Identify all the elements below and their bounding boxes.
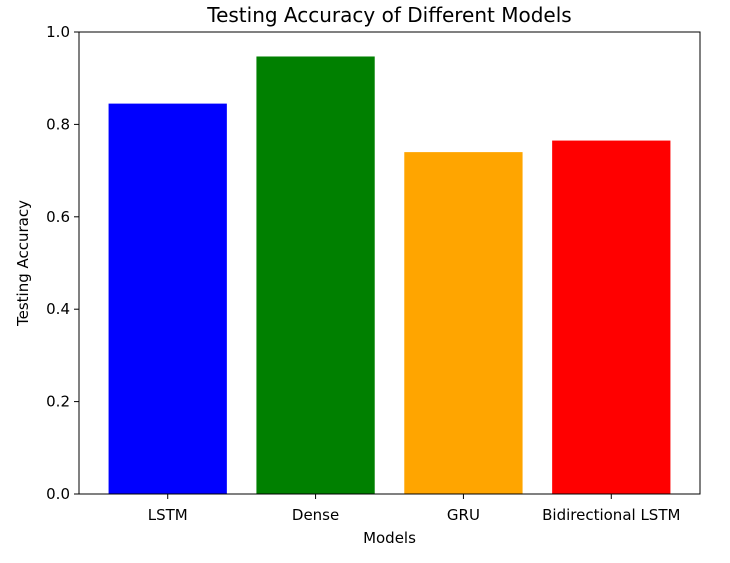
y-tick-label: 0.0 [46, 485, 70, 503]
x-axis-label: Models [363, 529, 416, 547]
bars [108, 56, 671, 495]
x-tick-label: Bidirectional LSTM [542, 506, 680, 524]
bar-bidirectional-lstm [552, 140, 671, 494]
plot-frame [78, 31, 701, 495]
x-axis-ticks: LSTM Dense GRU Bidirectional LSTM [148, 494, 680, 524]
x-tick-label: GRU [447, 506, 480, 524]
x-tick-label: Dense [292, 506, 339, 524]
x-tick-label: LSTM [148, 506, 188, 524]
y-tick-label: 1.0 [46, 23, 70, 41]
y-tick-label: 0.2 [46, 393, 70, 411]
y-axis-ticks: 0.0 0.2 0.4 0.6 0.8 1.0 [46, 23, 79, 503]
y-tick-label: 0.8 [46, 115, 70, 133]
bar-lstm [108, 103, 227, 495]
bar-gru [404, 152, 523, 494]
chart-title: Testing Accuracy of Different Models [206, 3, 571, 27]
y-tick-label: 0.6 [46, 208, 70, 226]
y-tick-label: 0.4 [46, 300, 70, 318]
bar-dense [256, 56, 375, 495]
y-axis-label: Testing Accuracy [14, 200, 32, 327]
